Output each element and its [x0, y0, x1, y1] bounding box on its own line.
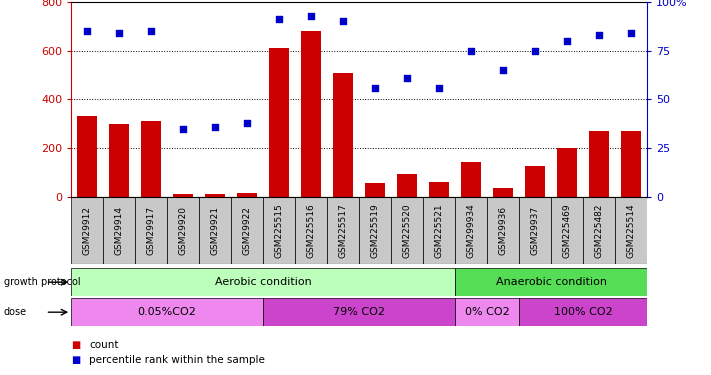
Bar	[461, 162, 481, 197]
Point	[465, 48, 476, 54]
Bar	[71, 298, 263, 326]
Point	[529, 48, 540, 54]
Point	[401, 75, 412, 81]
Bar	[71, 268, 455, 296]
Bar	[269, 48, 289, 197]
Text: GSM225515: GSM225515	[274, 203, 284, 258]
Bar	[557, 148, 577, 197]
Bar	[263, 298, 455, 326]
Point	[114, 30, 125, 36]
Text: percentile rank within the sample: percentile rank within the sample	[89, 355, 264, 365]
Text: GSM299934: GSM299934	[466, 203, 476, 258]
Text: growth protocol: growth protocol	[4, 277, 80, 287]
Point	[82, 28, 92, 34]
Point	[146, 28, 157, 34]
Bar	[301, 31, 321, 197]
Bar	[391, 197, 423, 264]
Bar	[263, 197, 295, 264]
Bar	[583, 197, 615, 264]
Text: GSM225482: GSM225482	[594, 203, 604, 258]
Point	[273, 16, 284, 22]
Text: ■: ■	[71, 355, 80, 365]
Bar	[295, 197, 327, 264]
Text: GSM225520: GSM225520	[402, 203, 412, 258]
Text: 79% CO2: 79% CO2	[333, 307, 385, 317]
Text: dose: dose	[4, 307, 27, 317]
Text: GSM29936: GSM29936	[498, 206, 508, 255]
Point	[593, 32, 604, 38]
Bar	[621, 131, 641, 197]
Bar	[455, 298, 519, 326]
Bar	[455, 268, 647, 296]
Point	[306, 12, 317, 18]
Point	[178, 126, 189, 132]
Point	[498, 67, 509, 73]
Point	[370, 85, 381, 91]
Bar	[77, 116, 97, 197]
Text: count: count	[89, 340, 118, 350]
Bar	[109, 124, 129, 197]
Text: GSM29937: GSM29937	[530, 206, 540, 255]
Text: 0.05%CO2: 0.05%CO2	[138, 307, 196, 317]
Text: GSM225517: GSM225517	[338, 203, 348, 258]
Bar	[167, 197, 199, 264]
Text: 100% CO2: 100% CO2	[554, 307, 612, 317]
Text: GSM29920: GSM29920	[178, 206, 188, 255]
Point	[434, 85, 445, 91]
Bar	[487, 197, 519, 264]
Bar	[135, 197, 167, 264]
Text: GSM29912: GSM29912	[82, 206, 92, 255]
Bar	[493, 188, 513, 197]
Text: GSM29921: GSM29921	[210, 206, 220, 255]
Bar	[551, 197, 583, 264]
Text: GSM225516: GSM225516	[306, 203, 316, 258]
Point	[241, 120, 253, 126]
Bar	[359, 197, 391, 264]
Point	[209, 124, 220, 130]
Bar	[71, 197, 103, 264]
Bar	[103, 197, 135, 264]
Text: 0% CO2: 0% CO2	[465, 307, 509, 317]
Bar	[237, 193, 257, 197]
Bar	[589, 131, 609, 197]
Text: GSM225469: GSM225469	[562, 203, 572, 258]
Text: ■: ■	[71, 340, 80, 350]
Bar	[205, 194, 225, 197]
Bar	[519, 197, 551, 264]
Bar	[141, 122, 161, 197]
Text: Aerobic condition: Aerobic condition	[215, 277, 311, 287]
Bar	[333, 73, 353, 197]
Text: GSM225519: GSM225519	[370, 203, 380, 258]
Bar	[397, 174, 417, 197]
Bar	[327, 197, 359, 264]
Text: Anaerobic condition: Anaerobic condition	[496, 277, 606, 287]
Text: GSM29922: GSM29922	[242, 206, 252, 255]
Point	[626, 30, 637, 36]
Text: GSM225521: GSM225521	[434, 203, 444, 258]
Bar	[199, 197, 231, 264]
Bar	[423, 197, 455, 264]
Point	[338, 18, 349, 24]
Bar	[231, 197, 263, 264]
Bar	[455, 197, 487, 264]
Bar	[429, 182, 449, 197]
Bar	[365, 183, 385, 197]
Bar	[525, 166, 545, 197]
Text: GSM225514: GSM225514	[626, 203, 636, 258]
Bar	[519, 298, 647, 326]
Point	[561, 38, 572, 44]
Bar	[615, 197, 647, 264]
Text: GSM29914: GSM29914	[114, 206, 124, 255]
Text: GSM29917: GSM29917	[146, 206, 156, 255]
Bar	[173, 194, 193, 197]
